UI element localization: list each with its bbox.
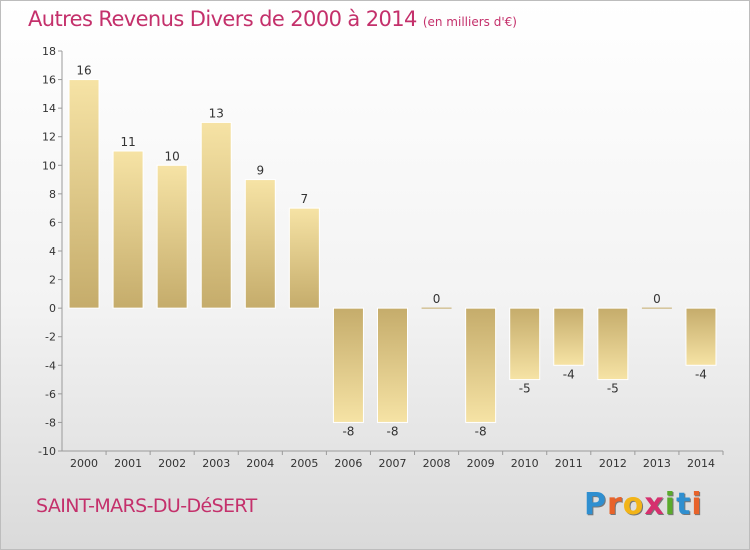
x-tick-label: 2009: [467, 457, 495, 470]
chart-data-labels: 16 11 10 13 9 7 -8 -8 0 -8 -5 -4 -5 0 -4: [76, 64, 707, 439]
x-tick-label: 2004: [246, 457, 274, 470]
x-tick-label: 2014: [687, 457, 715, 470]
x-tick-label: 2003: [202, 457, 230, 470]
logo-letter: o: [622, 487, 645, 522]
x-tick-label: 2002: [158, 457, 186, 470]
bar: [112, 150, 144, 309]
bar-value-label: 9: [256, 164, 264, 178]
logo-letter: x: [644, 487, 665, 522]
y-tick-label: 4: [49, 245, 56, 258]
chart-bars: [68, 79, 717, 423]
y-tick-label: -8: [45, 416, 56, 429]
x-tick-label: 2001: [114, 457, 142, 470]
commune-name: SAINT-MARS-DU-DéSERT: [36, 495, 257, 517]
bar-value-label: -8: [342, 424, 354, 438]
bar-value-label: -5: [519, 382, 531, 396]
logo-letter: r: [607, 487, 623, 522]
y-tick-label: 16: [42, 74, 56, 87]
bar-value-label: 0: [433, 292, 441, 306]
bar-value-label: -4: [695, 367, 707, 381]
y-tick-label: 8: [49, 188, 56, 201]
logo-letter: i: [691, 487, 703, 522]
bar: [68, 79, 100, 309]
bar: [288, 207, 320, 309]
bar-value-label: -8: [387, 424, 399, 438]
x-tick-label: 2005: [290, 457, 318, 470]
bar-value-label: -8: [475, 424, 487, 438]
y-tick-label: -4: [45, 359, 56, 372]
bar-value-label: 0: [653, 292, 661, 306]
y-tick-label: 12: [42, 131, 56, 144]
bar: [553, 307, 585, 366]
bar-value-label: -5: [607, 382, 619, 396]
bar-value-label: 13: [209, 106, 224, 120]
x-tick-label: 2011: [555, 457, 583, 470]
y-tick-label: 0: [49, 302, 56, 315]
bar-value-label: 16: [76, 64, 91, 78]
logo-letter: t: [676, 487, 692, 522]
bar: [156, 164, 188, 309]
bar: [332, 307, 364, 423]
bar: [465, 307, 497, 423]
chart-title-text: Autres Revenus Divers de 2000 à 2014: [28, 7, 417, 31]
bar-value-label: 7: [301, 192, 309, 206]
bar-value-label: -4: [563, 367, 575, 381]
chart-axes: -10 -8 -6 -4 -2 0 2 4 6 8 10 12 14 16 18 2000 2001 2002 20…: [38, 45, 724, 470]
logo-letter: P: [584, 487, 607, 522]
bar: [377, 307, 408, 423]
chart-subtitle: (en milliers d'€): [422, 15, 517, 29]
bar-value-label: 11: [120, 135, 135, 149]
bar: [244, 179, 276, 309]
x-tick-label: 2013: [643, 457, 671, 470]
y-tick-label: 18: [42, 45, 56, 58]
y-tick-label: 14: [42, 102, 56, 115]
y-tick-label: 2: [49, 274, 56, 287]
bar-value-label: 10: [165, 149, 180, 163]
y-tick-label: 6: [49, 216, 56, 229]
x-tick-label: 2008: [423, 457, 451, 470]
x-tick-label: 2000: [70, 457, 98, 470]
x-tick-label: 2010: [511, 457, 539, 470]
y-tick-label: -10: [38, 445, 56, 458]
bar: [685, 307, 717, 366]
x-tick-label: 2006: [334, 457, 362, 470]
logo-letter: i: [664, 487, 677, 522]
x-tick-label: 2007: [379, 457, 407, 470]
y-tick-label: 10: [42, 159, 56, 172]
y-tick-label: -6: [45, 388, 56, 401]
chart-title: Autres Revenus Divers de 2000 à 2014 (en …: [28, 7, 517, 31]
bar: [597, 307, 629, 381]
proxiti-logo: Proxiti: [584, 487, 703, 522]
bar: [200, 121, 232, 309]
y-tick-label: -2: [45, 331, 56, 344]
x-tick-label: 2012: [599, 457, 627, 470]
bar: [509, 307, 541, 381]
